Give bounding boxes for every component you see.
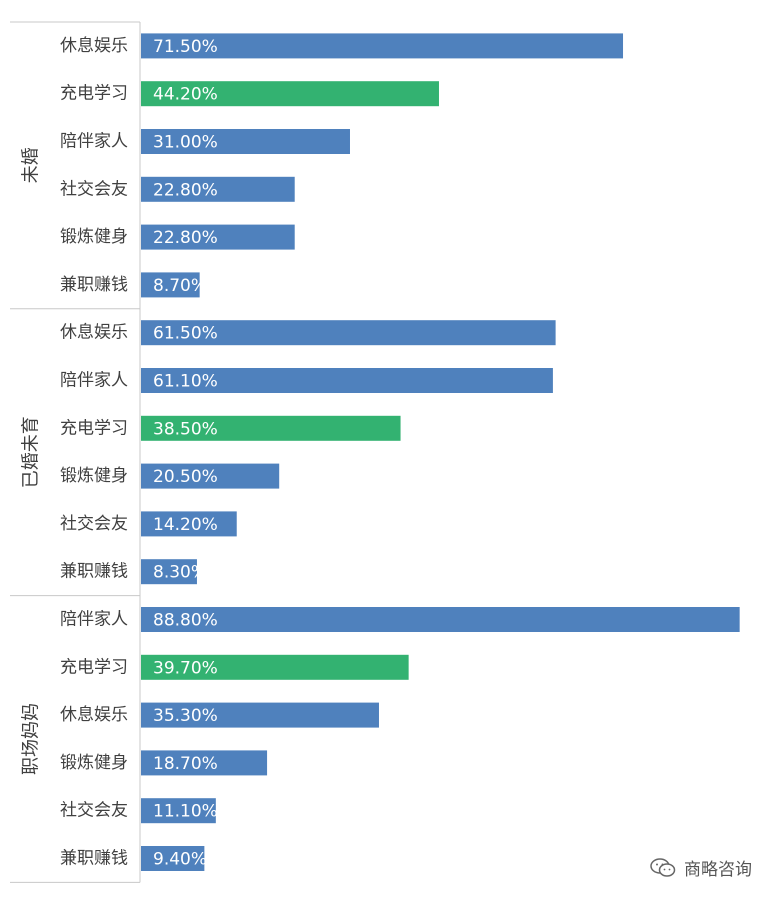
bar xyxy=(141,654,409,680)
data-label: 71.50% xyxy=(153,37,218,57)
category-label: 兼职赚钱 xyxy=(60,562,128,582)
category-label: 休息娱乐 xyxy=(60,323,128,343)
category-label: 社交会友 xyxy=(60,801,128,821)
bar xyxy=(141,607,740,632)
data-label: 8.30% xyxy=(153,563,207,583)
category-label: 兼职赚钱 xyxy=(60,849,128,869)
bar xyxy=(141,33,624,59)
bar xyxy=(141,798,216,824)
bar xyxy=(141,272,200,298)
watermark: 商略咨询 xyxy=(650,855,752,880)
data-label: 14.20% xyxy=(153,515,218,535)
data-label: 44.20% xyxy=(153,85,218,105)
data-label: 35.30% xyxy=(153,706,218,726)
bar xyxy=(141,750,268,776)
bar xyxy=(141,559,197,585)
bar xyxy=(141,176,295,202)
data-label: 38.50% xyxy=(153,419,218,439)
category-label: 陪伴家人 xyxy=(60,371,128,391)
category-label: 充电学习 xyxy=(60,657,128,677)
data-label: 39.70% xyxy=(153,658,218,678)
bar xyxy=(141,224,295,250)
data-label: 18.70% xyxy=(153,754,218,774)
category-label: 锻炼健身 xyxy=(60,227,128,247)
bar xyxy=(141,463,280,489)
bar xyxy=(141,129,350,154)
data-label: 88.80% xyxy=(153,611,218,631)
category-label: 陪伴家人 xyxy=(60,132,128,152)
bar xyxy=(141,320,556,346)
category-label: 兼职赚钱 xyxy=(60,275,128,295)
data-label: 9.40% xyxy=(153,850,207,870)
category-label: 社交会友 xyxy=(60,179,128,199)
category-label: 锻炼健身 xyxy=(60,466,128,486)
group-label: 职场妈妈 xyxy=(21,703,42,775)
bar xyxy=(141,511,237,537)
watermark-text: 商略咨询 xyxy=(684,860,752,880)
bar xyxy=(141,81,439,107)
data-label: 22.80% xyxy=(153,180,218,200)
category-label: 陪伴家人 xyxy=(60,610,128,630)
data-label: 20.50% xyxy=(153,467,218,487)
bar xyxy=(141,415,401,441)
data-label: 31.00% xyxy=(153,133,218,153)
category-label: 充电学习 xyxy=(60,84,128,104)
category-label: 社交会友 xyxy=(60,514,128,534)
data-label: 11.10% xyxy=(153,802,218,822)
category-label: 休息娱乐 xyxy=(60,36,128,56)
bar xyxy=(141,846,205,871)
category-label: 休息娱乐 xyxy=(60,705,128,725)
data-label: 61.10% xyxy=(153,372,218,392)
group-label: 未婚 xyxy=(21,147,42,183)
bar xyxy=(141,368,553,393)
data-label: 61.50% xyxy=(153,324,218,344)
data-label: 22.80% xyxy=(153,228,218,248)
data-label: 8.70% xyxy=(153,276,207,296)
bar xyxy=(141,702,379,728)
group-label: 已婚未育 xyxy=(21,416,42,488)
wechat-icon xyxy=(650,857,676,877)
category-label: 充电学习 xyxy=(60,418,128,438)
category-label: 锻炼健身 xyxy=(60,753,128,773)
